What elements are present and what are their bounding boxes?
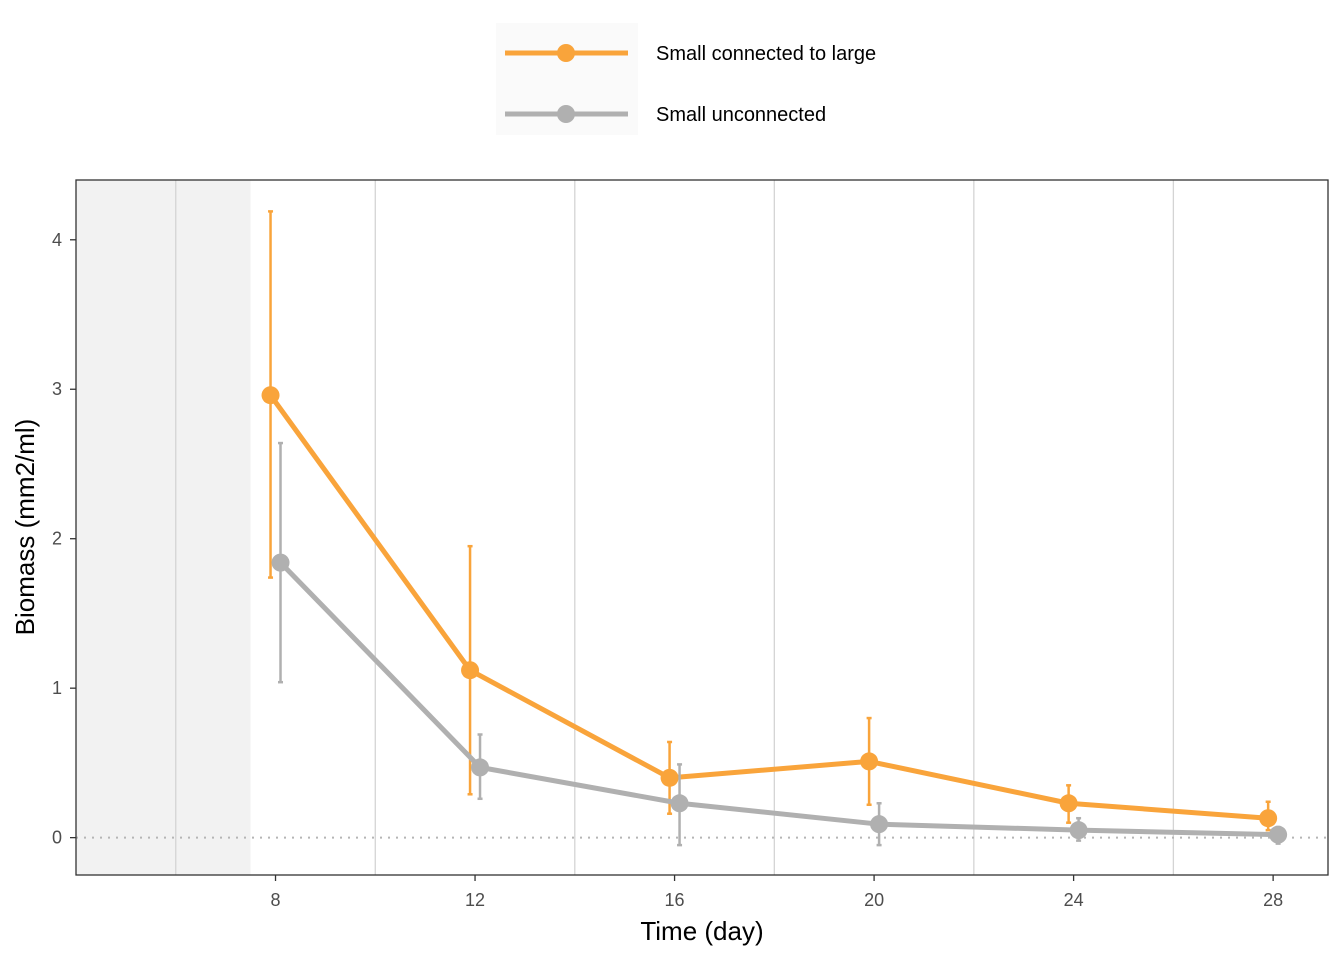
plot-panel: [76, 180, 1328, 875]
y-tick-label: 0: [52, 828, 62, 848]
x-axis-title: Time (day): [640, 916, 763, 946]
data-point: [261, 386, 280, 405]
data-point: [870, 815, 889, 834]
data-point: [271, 553, 290, 572]
y-tick-label: 3: [52, 379, 62, 399]
data-point: [1059, 794, 1078, 813]
legend-label: Small connected to large: [656, 43, 876, 65]
plot-border: [75, 179, 1329, 876]
y-tick-label: 2: [52, 529, 62, 549]
plot-background: [76, 180, 1328, 875]
y-axis-title: Biomass (mm2/ml): [10, 419, 40, 636]
x-tick-label: 8: [271, 890, 281, 910]
y-tick-label: 1: [52, 678, 62, 698]
data-point: [860, 752, 879, 771]
data-point: [1069, 821, 1088, 840]
y-tick-label: 4: [52, 230, 62, 250]
x-tick-label: 20: [864, 890, 884, 910]
data-point: [1259, 809, 1278, 828]
series-layer: [261, 210, 1288, 847]
x-tick-label: 12: [465, 890, 485, 910]
gridlines: [76, 180, 1328, 875]
legend-item: Small unconnected: [505, 104, 826, 126]
x-tick-label: 28: [1263, 890, 1283, 910]
x-tick-label: 24: [1064, 890, 1084, 910]
shaded-region: [76, 180, 251, 875]
legend-label: Small unconnected: [656, 104, 826, 126]
data-point: [461, 661, 480, 680]
legend-item: Small connected to large: [505, 43, 876, 65]
legend: Small connected to large Small unconnecte…: [496, 23, 876, 135]
data-point: [471, 758, 490, 777]
series-1: [261, 210, 1278, 832]
data-point: [1269, 825, 1288, 844]
data-point: [670, 794, 689, 813]
data-point: [660, 768, 679, 787]
series-2: [271, 441, 1288, 847]
series-line: [268, 393, 1269, 821]
series-line: [278, 560, 1279, 838]
legend-marker: [557, 44, 575, 62]
legend-marker: [557, 105, 575, 123]
x-tick-label: 16: [665, 890, 685, 910]
